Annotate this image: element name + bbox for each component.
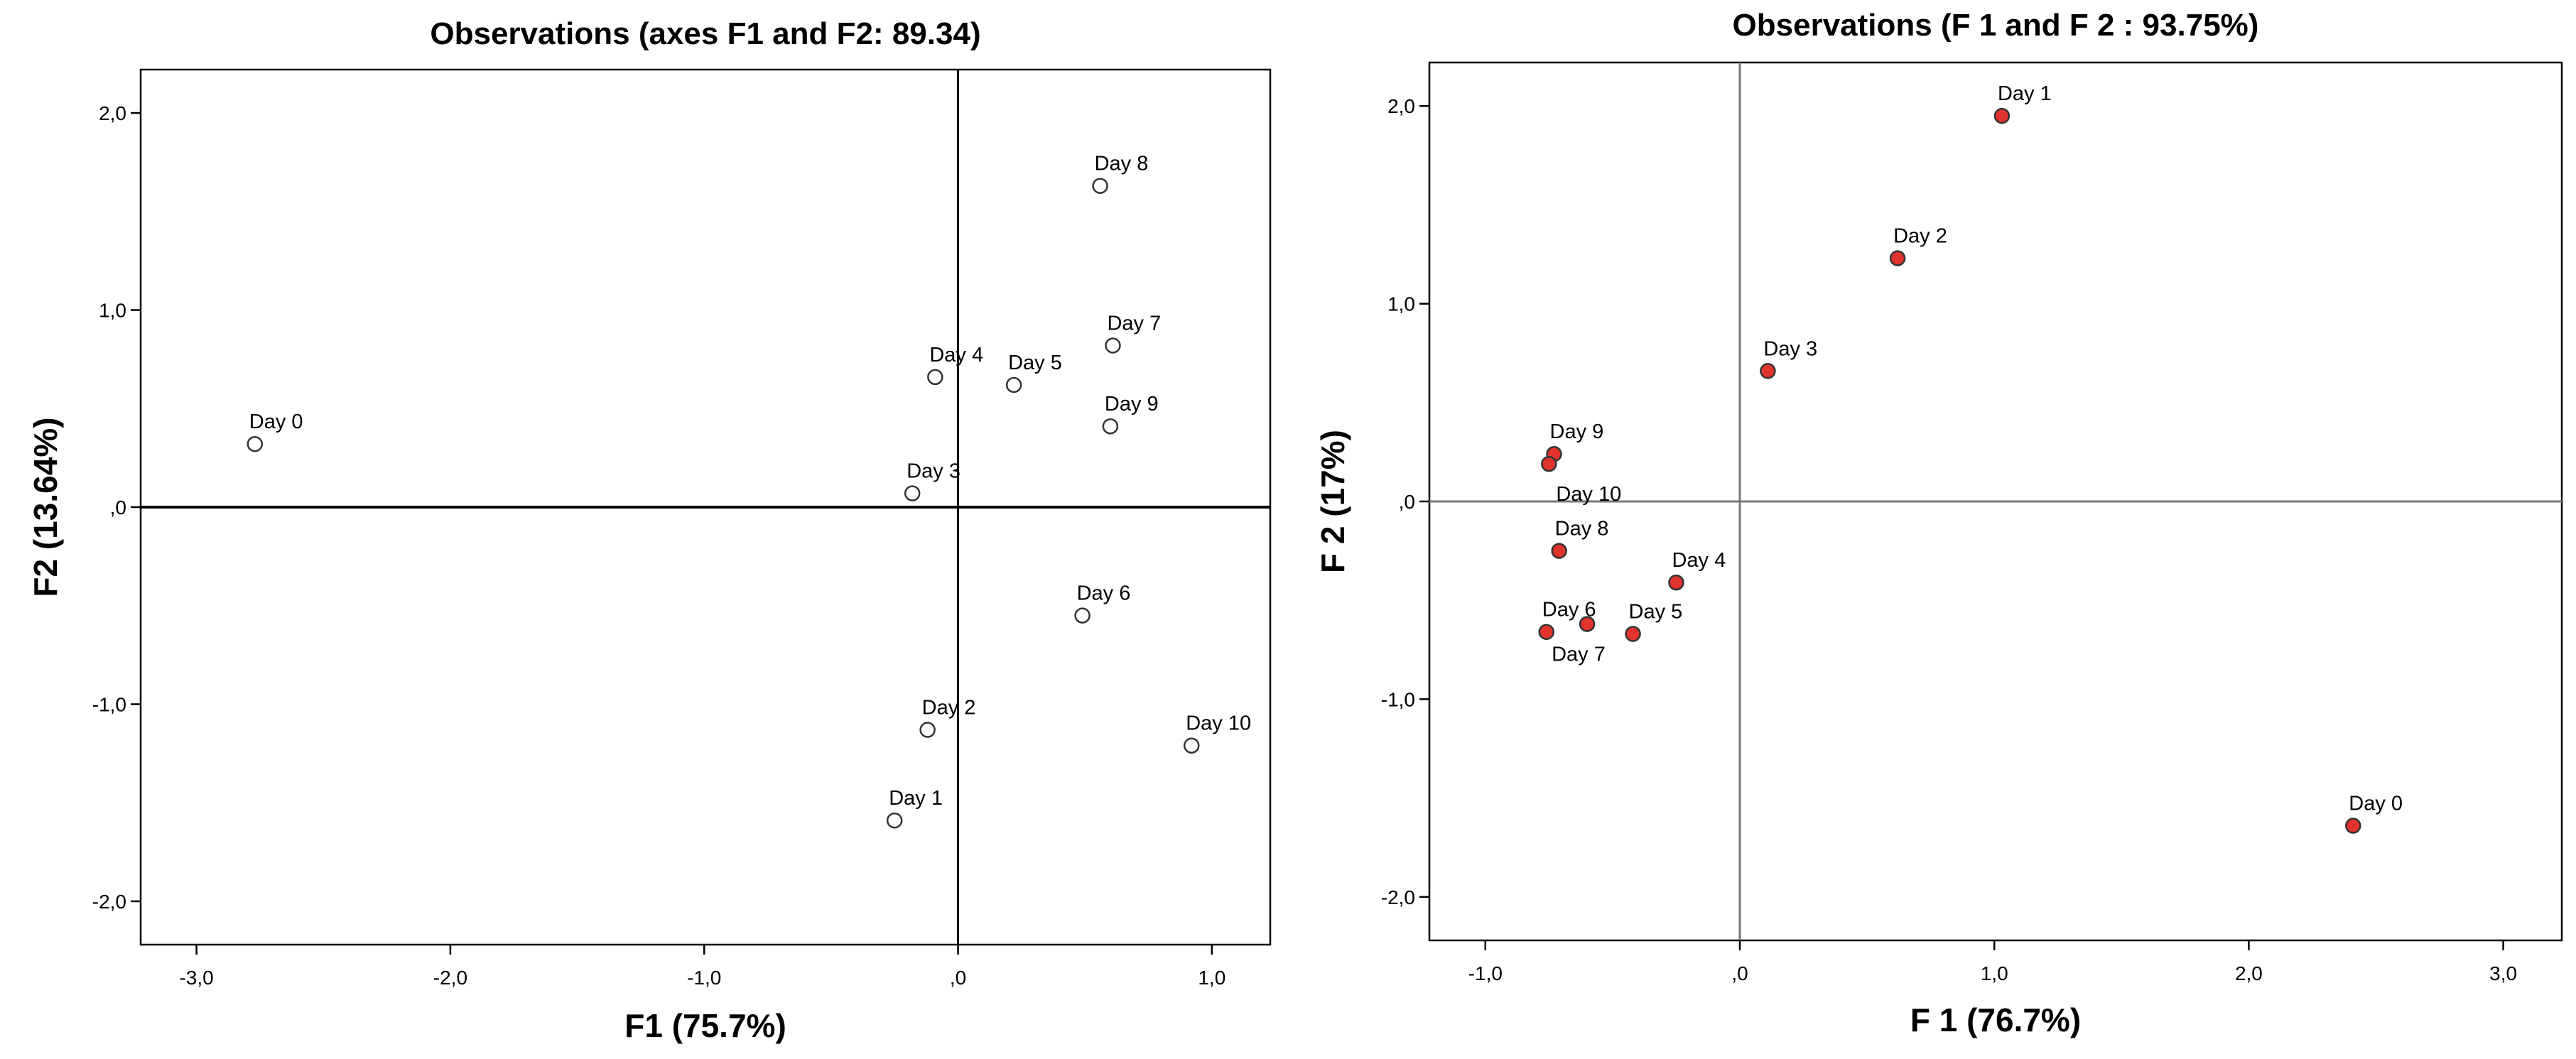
x-tick-label: -2,0 (433, 967, 467, 989)
x-tick-label: 2,0 (2235, 962, 2263, 984)
chart-title: Observations (axes F1 and F2: 89.34) (430, 16, 980, 51)
data-point-label: Day 8 (1555, 518, 1609, 541)
x-tick-label: 1,0 (1198, 967, 1225, 989)
data-point-marker (2345, 818, 2361, 834)
x-tick-label: -1,0 (687, 967, 721, 989)
y-tick-label: -1,0 (1381, 688, 1415, 710)
data-point-marker (1105, 337, 1121, 354)
data-point-label: Day 9 (1105, 393, 1159, 416)
data-point-label: Day 0 (2349, 793, 2403, 815)
data-point-marker (904, 485, 921, 501)
x-tick-label: -1,0 (1468, 962, 1503, 984)
data-point-marker (1102, 418, 1119, 435)
y-tick-label: 1,0 (99, 300, 126, 322)
data-point-marker (1625, 626, 1641, 642)
data-point-label: Day 8 (1095, 153, 1149, 175)
data-point-label: Day 6 (1077, 582, 1131, 605)
y-axis-label: F 2 (17%) (1314, 430, 1351, 573)
data-point-marker (1889, 250, 1906, 266)
data-point-marker (1579, 616, 1596, 632)
y-tick-label: 1,0 (1387, 293, 1415, 315)
data-point-marker (1092, 178, 1108, 194)
data-point-marker (1074, 607, 1091, 624)
x-tick-label: 3,0 (2489, 962, 2517, 984)
data-point-marker (886, 812, 903, 829)
x-tick-label: 1,0 (1981, 962, 2008, 984)
data-point-label: Day 7 (1552, 643, 1606, 666)
data-point-label: Day 9 (1550, 420, 1604, 443)
chart-panel-2: -1,0 ,0 1,0 2,0 3,0 2,0 1,0 ,0 -1,0 -2,0 Observati… (1314, 8, 2563, 1038)
data-point-label: Day 1 (889, 787, 943, 810)
data-point-marker (927, 369, 943, 386)
y-tick-label: ,0 (1399, 491, 1415, 513)
data-point-marker (1538, 624, 1555, 640)
data-point-marker (1760, 363, 1776, 379)
x-axis-label: F1 (75.7%) (624, 1007, 786, 1044)
data-point-label: Day 4 (1672, 549, 1726, 572)
data-point-marker (1005, 376, 1022, 393)
data-point-label: Day 7 (1107, 312, 1161, 335)
data-point-label: Day 3 (1763, 337, 1817, 360)
data-point-label: Day 5 (1629, 601, 1683, 624)
data-point-marker (247, 435, 264, 452)
data-point-label: Day 10 (1186, 712, 1251, 735)
data-point-marker (1541, 455, 1557, 472)
y-tick-label: 2,0 (99, 102, 126, 124)
y-tick-label: -1,0 (92, 693, 126, 715)
y-tick-label: ,0 (110, 496, 126, 518)
data-point-label: Day 0 (249, 411, 303, 433)
data-point-marker (919, 722, 936, 738)
data-point-label: Day 2 (1893, 225, 1947, 248)
x-tick-label: -3,0 (179, 967, 213, 989)
y-axis-label: F2 (13.64%) (27, 417, 64, 597)
data-point-label: Day 10 (1556, 483, 1621, 506)
data-point-label: Day 4 (929, 344, 983, 366)
y-tick-label: -2,0 (1381, 886, 1415, 908)
data-point-label: Day 3 (907, 460, 960, 483)
data-point-label: Day 1 (1998, 82, 2052, 105)
data-point-marker (1551, 543, 1567, 559)
chart-panel-1: -3,0 -2,0 -1,0 ,0 1,0 2,0 1,0 ,0 -1,0 -2,0 Observa… (27, 16, 1272, 1044)
y-tick-label: 2,0 (1387, 95, 1415, 117)
data-point-marker (1993, 107, 2011, 124)
x-tick-label: ,0 (950, 967, 966, 989)
data-point-label: Day 5 (1008, 352, 1062, 374)
x-axis-label: F 1 (76.7%) (1910, 1001, 2081, 1038)
data-point-marker (1183, 737, 1200, 754)
y-tick-label: -2,0 (92, 891, 126, 913)
x-tick-label: ,0 (1731, 962, 1748, 984)
data-point-marker (1668, 574, 1684, 591)
chart-title: Observations (F 1 and F 2 : 93.75%) (1733, 8, 2259, 43)
data-point-label: Day 2 (922, 697, 976, 719)
